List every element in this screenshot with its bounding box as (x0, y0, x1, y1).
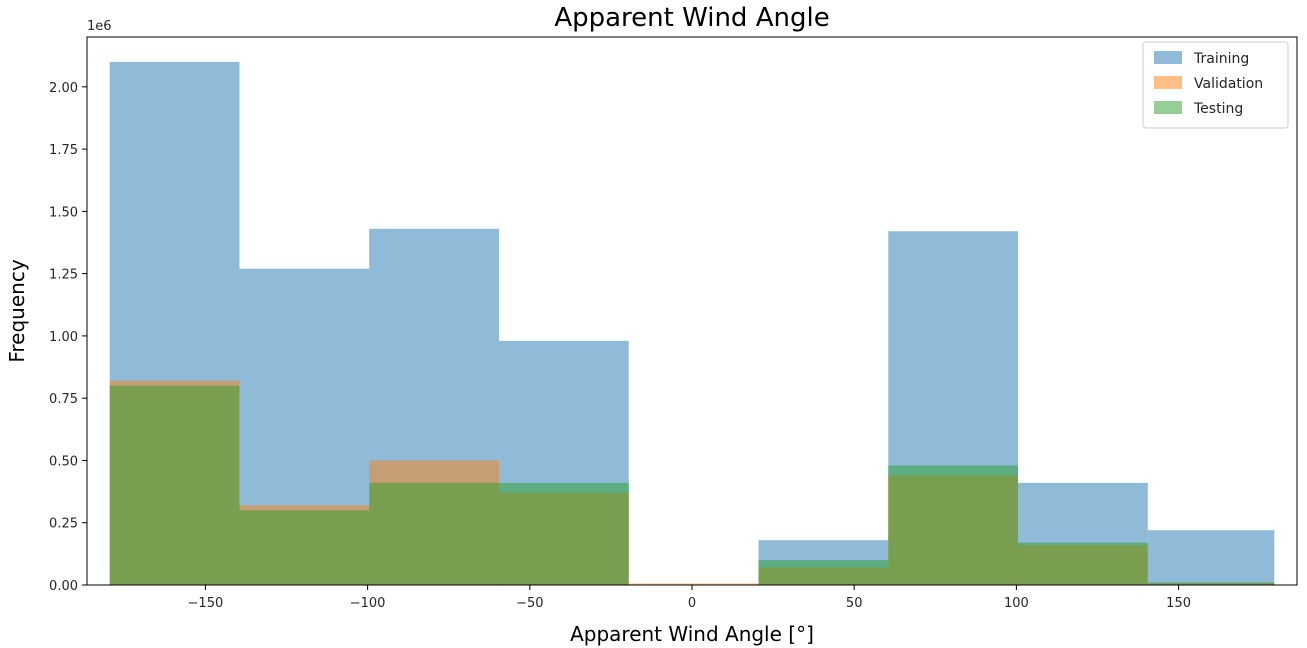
y-tick-label: 1.50 (49, 205, 78, 220)
x-tick-label: 50 (846, 596, 863, 611)
y-tick-label: 1.00 (49, 330, 78, 345)
bar-testing-7 (1018, 542, 1148, 585)
bar-testing-3 (498, 482, 629, 585)
y-tick-label: 0.50 (49, 454, 78, 469)
x-tick-label: 100 (1004, 596, 1029, 611)
x-tick-label: −100 (350, 596, 386, 611)
x-axis-ticks: −150 −100 −50 0 50 100 150 (188, 585, 1191, 611)
bar-testing-2 (369, 482, 499, 585)
x-tick-label: 150 (1166, 596, 1191, 611)
y-tick-label: 0.00 (49, 579, 78, 594)
y-axis-label: Frequency (5, 259, 29, 362)
y-axis-ticks: 0.00 0.25 0.50 0.75 1.00 1.25 1.50 1.75 2.00 (49, 81, 87, 594)
x-axis-label: Apparent Wind Angle [°] (570, 622, 814, 646)
bar-validation-4 (628, 583, 759, 585)
legend-label-testing: Testing (1193, 101, 1243, 117)
chart-title: Apparent Wind Angle (554, 3, 829, 33)
x-tick-label: −150 (188, 596, 224, 611)
y-tick-label: 2.00 (49, 81, 78, 96)
x-tick-label: −50 (516, 596, 543, 611)
bar-testing-1 (239, 510, 370, 585)
legend-label-training: Training (1193, 51, 1249, 67)
bar-testing-5 (758, 560, 889, 585)
legend-swatch-training (1154, 51, 1182, 64)
bar-testing-6 (888, 465, 1019, 585)
y-tick-label: 1.25 (49, 268, 78, 283)
x-tick-label: 0 (688, 596, 696, 611)
legend-swatch-testing (1154, 101, 1182, 114)
legend: Training Validation Testing (1142, 41, 1289, 129)
y-tick-label: 0.75 (49, 392, 78, 407)
legend-swatch-validation (1154, 76, 1182, 89)
y-axis-multiplier: 1e6 (87, 19, 112, 34)
bars-layer (109, 61, 1275, 586)
y-tick-label: 1.75 (49, 143, 78, 158)
y-tick-label: 0.25 (49, 517, 78, 532)
bar-training-8 (1147, 530, 1275, 585)
legend-label-validation: Validation (1194, 76, 1263, 92)
bar-testing-8 (1147, 582, 1275, 585)
bar-testing-0 (109, 385, 240, 585)
